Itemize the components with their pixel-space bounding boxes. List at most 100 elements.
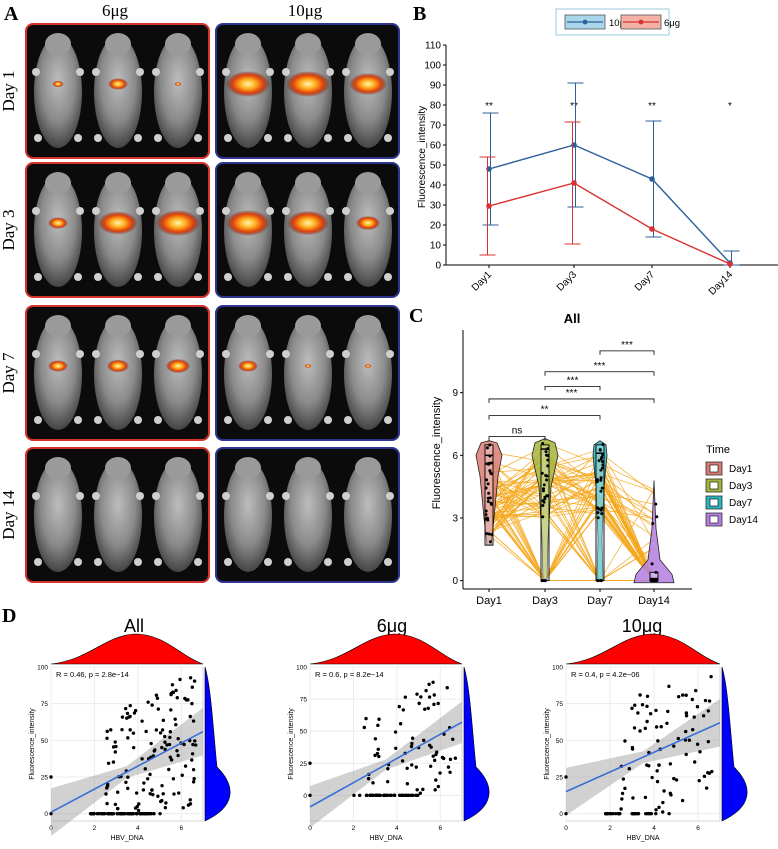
d-point [638,693,642,697]
d-point [636,711,640,715]
d-point [623,739,627,743]
c-point [601,466,605,470]
c-point [485,478,489,482]
d-xtick-label: 4 [652,825,656,832]
panel-d: D All 6μg 10μg 0 2 4 6 0 25 50 75 100 R = 0.46, p… [2,605,748,842]
d-ytick-label: 100 [552,665,563,672]
b-series-line-0 [488,144,731,264]
c-point [487,461,491,465]
c-xtick-label: Day14 [638,595,670,607]
c-point [600,455,604,459]
c-comparison-bracket [544,371,655,376]
d-point [684,693,688,697]
d-point [392,793,397,798]
d-point [627,767,631,771]
d-point [188,798,192,802]
d-point [683,729,688,734]
d-point [154,728,159,732]
d-point [432,702,436,707]
c-point [596,516,600,520]
panel-d-letter: D [2,605,16,627]
b-ytick-label: 0 [435,261,441,272]
d-point [654,811,658,816]
d-point [661,800,665,805]
d-point [113,802,118,807]
d-point [149,811,153,816]
d-point [409,744,414,749]
d-point [381,793,386,798]
d-point [415,692,419,696]
c-point [601,453,605,457]
c-point [599,489,603,493]
d-point [376,723,380,728]
d-point [668,762,673,766]
c-ytick-label: 6 [452,451,458,462]
d-point [160,745,164,750]
d-point [674,778,679,782]
d-point [109,728,113,732]
fluorescence-signal [156,210,200,236]
d-point [419,695,423,699]
d-xtick-label: 6 [438,825,442,832]
d-point [192,679,197,683]
d-point [667,811,671,816]
d-point [173,717,177,721]
d-point [702,774,707,779]
mouse-image-frame [215,305,400,441]
d-point [190,701,194,706]
d-point [440,755,445,760]
c-violin-day14 [633,480,675,584]
d-point [684,714,689,718]
d-ytick-label: 25 [556,775,564,782]
d-point [448,757,453,762]
d-point [170,683,175,687]
d-point [631,796,635,800]
d-point [364,716,368,721]
d-point [168,755,173,759]
d-point [366,776,371,781]
d-point [158,811,162,816]
d-point [648,811,652,816]
d-ytick-label: 0 [559,811,563,818]
d-point [128,703,132,708]
b-ytick-label: 80 [430,101,442,112]
d-point [141,788,146,792]
c-point [654,570,658,574]
fluorescence-signal [52,80,64,88]
mouse-image-frame [215,162,400,298]
b-significance: ** [570,101,578,112]
c-point [545,474,549,478]
fluorescence-signal [48,360,68,372]
d-ytick-label: 75 [300,697,308,704]
d-point [106,811,111,816]
panel-d-title-6ug: 6μg [377,616,407,636]
fluorescence-signal [349,72,387,96]
mouse-body [34,175,82,287]
d-point [163,805,168,810]
fluorescence-signal [226,210,270,236]
d-point [160,728,165,732]
c-point [599,468,603,472]
d-point [701,714,706,718]
c-legend-label: Day1 [729,464,753,475]
d-point [193,739,197,743]
d-point [126,775,130,779]
d-point [172,792,176,796]
d-point [438,771,442,775]
d-point [373,737,378,741]
d-xlabel: HBV_DNA [369,835,402,842]
d-ytick-label: 25 [41,775,49,782]
d-point [414,765,418,769]
d-point [404,793,409,798]
d-point [659,724,663,729]
c-comparison-bracket [544,385,601,391]
d-point [177,791,181,795]
d-point [127,715,131,719]
d-xtick-label: 4 [136,825,140,832]
d-point [620,797,624,801]
d-point [111,760,116,764]
d-point [142,811,146,816]
mouse-body [94,36,142,148]
d-point [168,730,173,734]
